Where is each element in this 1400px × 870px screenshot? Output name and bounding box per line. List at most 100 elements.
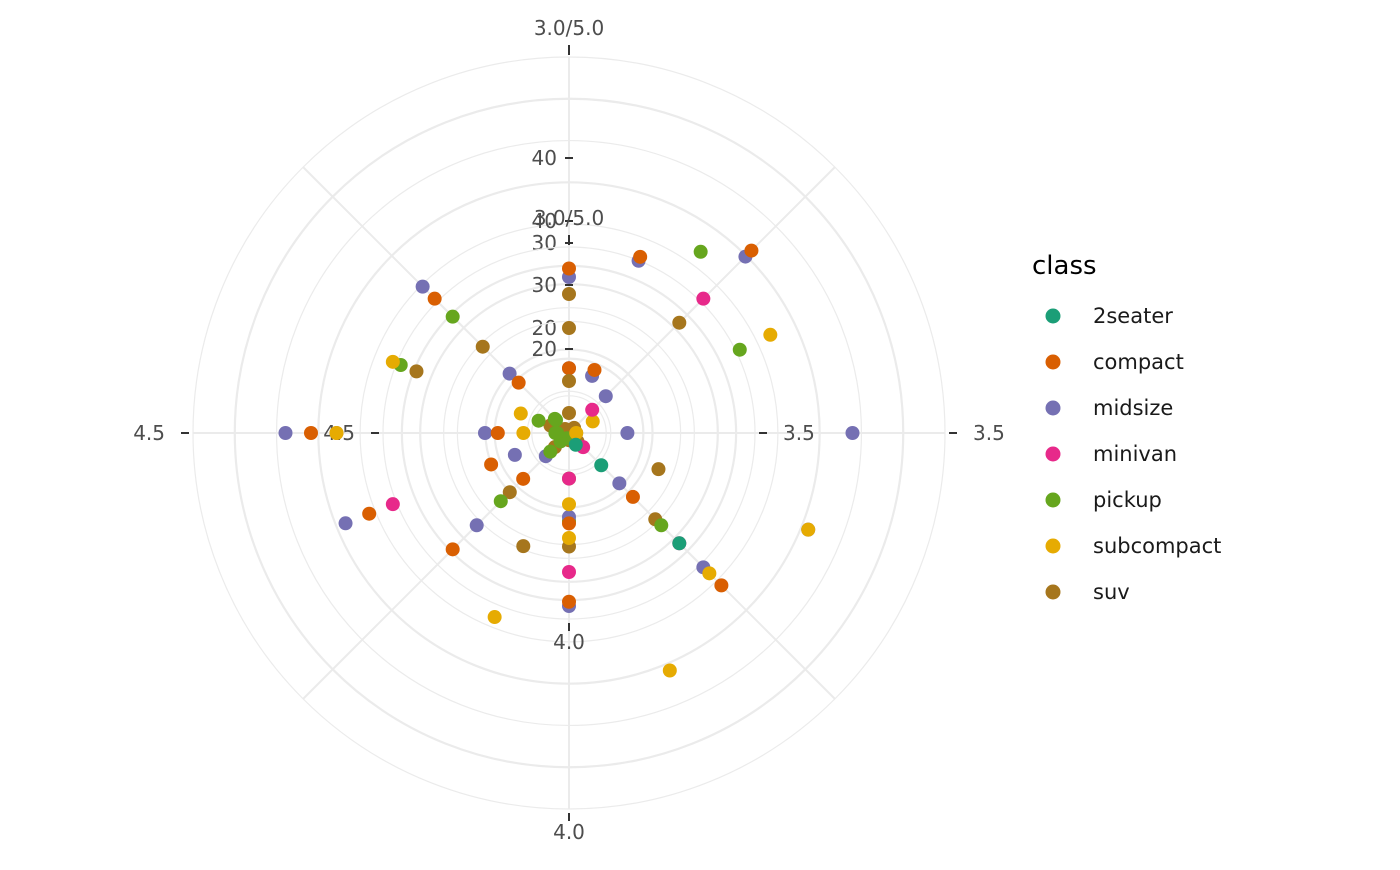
point-2seater [672,536,687,551]
point-compact [714,578,729,593]
point-compact [562,361,576,376]
point-midsize [415,279,430,294]
point-midsize [507,447,522,462]
point-subcompact [569,426,584,440]
point-suv [672,315,687,330]
point-compact [587,362,602,377]
point-subcompact [702,566,717,581]
r-tick-label: 30 [532,231,557,255]
point-subcompact [585,414,600,429]
point-suv [651,462,666,477]
point-suv [562,287,576,301]
legend-label: midsize [1093,396,1173,420]
circular-gridline [192,56,946,810]
legend-label: 2seater [1093,304,1173,328]
r-tick-label: 20 [532,316,557,340]
point-suv [562,374,576,388]
circular-gridline [275,139,863,727]
point-subcompact [513,406,528,421]
legend-label: pickup [1093,488,1162,512]
point-minivan [696,291,711,306]
point-subcompact [562,531,576,545]
point-subcompact [329,426,344,440]
point-suv [502,485,517,500]
theta-tick-label: 4.5 [133,421,165,445]
point-midsize [620,426,635,440]
point-2seater [568,437,583,452]
circular-gridline [382,246,756,620]
point-pickup [493,494,508,509]
circular-gridline [359,223,779,643]
point-compact [562,516,576,531]
point-compact [490,426,505,440]
legend-key [1045,354,1061,370]
point-compact [744,243,759,258]
point-minivan [585,402,600,417]
circular-gridline [531,395,607,471]
point-pickup [732,342,747,357]
legend-label: suv [1093,580,1130,604]
point-midsize [598,389,613,404]
theta-tick-label: 3.0/5.0 [534,16,604,40]
point-subcompact [385,354,400,369]
polar-panels: 2030403.0/5.03.54.04.52030403.0/5.03.54.… [133,16,1005,844]
legend: class 2seater compact midsize minivan pickup… [1032,251,1221,604]
theta-tick-label: 3.5 [783,421,815,445]
point-pickup [548,426,563,440]
radial-gridline [436,300,570,434]
legend-item-compact: compact [1045,350,1184,374]
point-suv [409,364,424,379]
legend-item-minivan: minivan [1045,442,1177,466]
point-pickup [445,309,460,324]
point-suv [562,321,576,335]
point-midsize [502,366,517,381]
legend-key [1045,492,1061,508]
point-suv [516,539,531,554]
point-subcompact [763,327,778,342]
theta-tick-label: 3.0/5.0 [534,206,604,230]
point-pickup [547,411,562,426]
point-compact [427,291,442,306]
r-tick-label: 40 [532,146,557,170]
point-pickup [531,413,546,428]
legend-key [1045,538,1061,554]
legend-item-2seater: 2seater [1045,304,1173,328]
point-midsize [845,426,860,440]
legend-items: 2seater compact midsize minivan pickup subcom… [1045,304,1221,604]
point-midsize [338,516,353,531]
legend-item-suv: suv [1045,580,1130,604]
point-compact [445,542,460,557]
point-minivan [562,565,576,579]
legend-title: class [1032,251,1097,281]
legend-item-pickup: pickup [1045,488,1162,512]
point-subcompact [562,497,576,512]
circular-gridline [317,181,821,685]
legend-key [1045,308,1061,324]
legend-key [1045,584,1061,600]
point-compact [562,261,576,276]
point-subcompact [801,522,816,537]
point-midsize [469,518,484,533]
point-subcompact [662,663,677,678]
legend-label: compact [1093,350,1184,374]
points-outer [278,243,860,678]
legend-item-midsize: midsize [1045,396,1173,420]
point-subcompact [516,426,531,440]
point-2seater [594,458,609,473]
point-minivan [385,497,400,512]
theta-tick-label: 3.5 [973,421,1005,445]
circular-gridline [233,97,905,769]
points-inner [478,361,640,531]
theta-tick-label: 4.0 [553,630,585,654]
point-compact [511,375,526,390]
legend-key [1045,400,1061,416]
legend-key [1045,446,1061,462]
legend-label: subcompact [1093,534,1221,558]
r-tick-label: 20 [532,337,557,361]
point-pickup [543,444,558,459]
r-tick-label: 30 [532,273,557,297]
legend-item-subcompact: subcompact [1045,534,1221,558]
point-midsize [478,426,492,440]
